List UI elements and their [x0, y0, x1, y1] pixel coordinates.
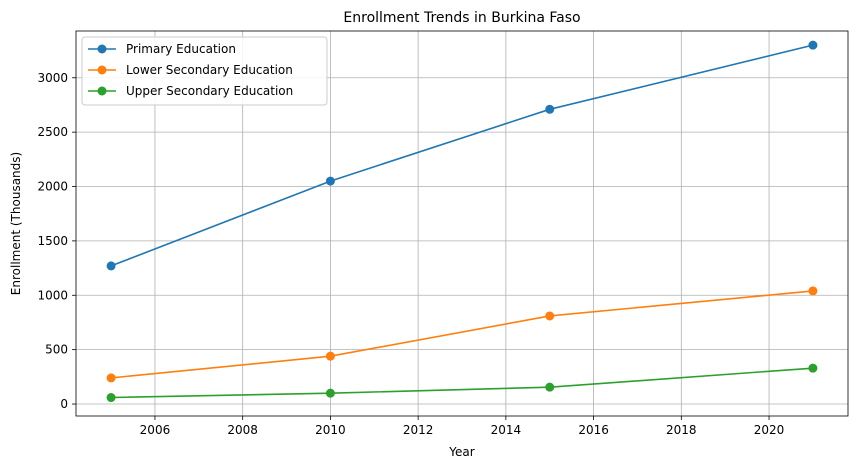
data-point: [808, 363, 818, 373]
series-line-1: [111, 290, 813, 379]
data-point: [325, 351, 335, 361]
data-point: [808, 40, 818, 50]
y-tick-label: 2000: [37, 180, 68, 194]
x-tick-label: 2006: [140, 423, 171, 437]
legend-swatch-marker: [97, 86, 107, 96]
data-point: [106, 373, 116, 383]
data-point: [325, 176, 335, 186]
x-tick-label: 2014: [491, 423, 522, 437]
data-point: [808, 286, 818, 296]
y-axis-label: Enrollment (Thousands): [9, 152, 23, 295]
x-tick-label: 2008: [227, 423, 258, 437]
chart-title: Enrollment Trends in Burkina Faso: [343, 10, 580, 26]
legend: Primary Education Lower Secondary Educati…: [81, 36, 328, 106]
data-point: [106, 261, 116, 271]
series-line-0: [110, 44, 814, 267]
legend-box: [81, 36, 328, 106]
data-point: [545, 382, 555, 392]
y-tick-label: 0: [60, 397, 68, 411]
legend-entry: Lower Secondary Education: [126, 63, 293, 77]
y-tick-label: 3000: [37, 71, 68, 85]
x-tick-label: 2020: [754, 423, 785, 437]
data-point: [106, 393, 116, 403]
axis-ticks: 2006 2008 2010 2012 2014 2016 2018 2020 0 500 1000…: [37, 71, 784, 437]
legend-swatch-marker: [97, 44, 107, 54]
grid: [76, 31, 848, 416]
data-point: [325, 388, 335, 398]
x-tick-label: 2010: [315, 423, 346, 437]
x-tick-label: 2018: [666, 423, 697, 437]
data-point: [545, 311, 555, 321]
data-point: [545, 104, 555, 114]
x-tick-label: 2012: [403, 423, 434, 437]
y-tick-label: 2500: [37, 125, 68, 139]
x-axis-label: Year: [448, 445, 474, 459]
series-lines: [106, 40, 818, 403]
x-tick-label: 2016: [578, 423, 609, 437]
plot-area-frame: [75, 30, 849, 417]
y-tick-label: 1000: [37, 288, 68, 302]
series-line-2: [111, 367, 813, 399]
legend-swatch-marker: [97, 65, 107, 75]
legend-entry: Upper Secondary Education: [126, 84, 293, 98]
legend-entry: Primary Education: [126, 42, 236, 56]
y-tick-label: 500: [45, 343, 68, 357]
y-tick-label: 1500: [37, 234, 68, 248]
